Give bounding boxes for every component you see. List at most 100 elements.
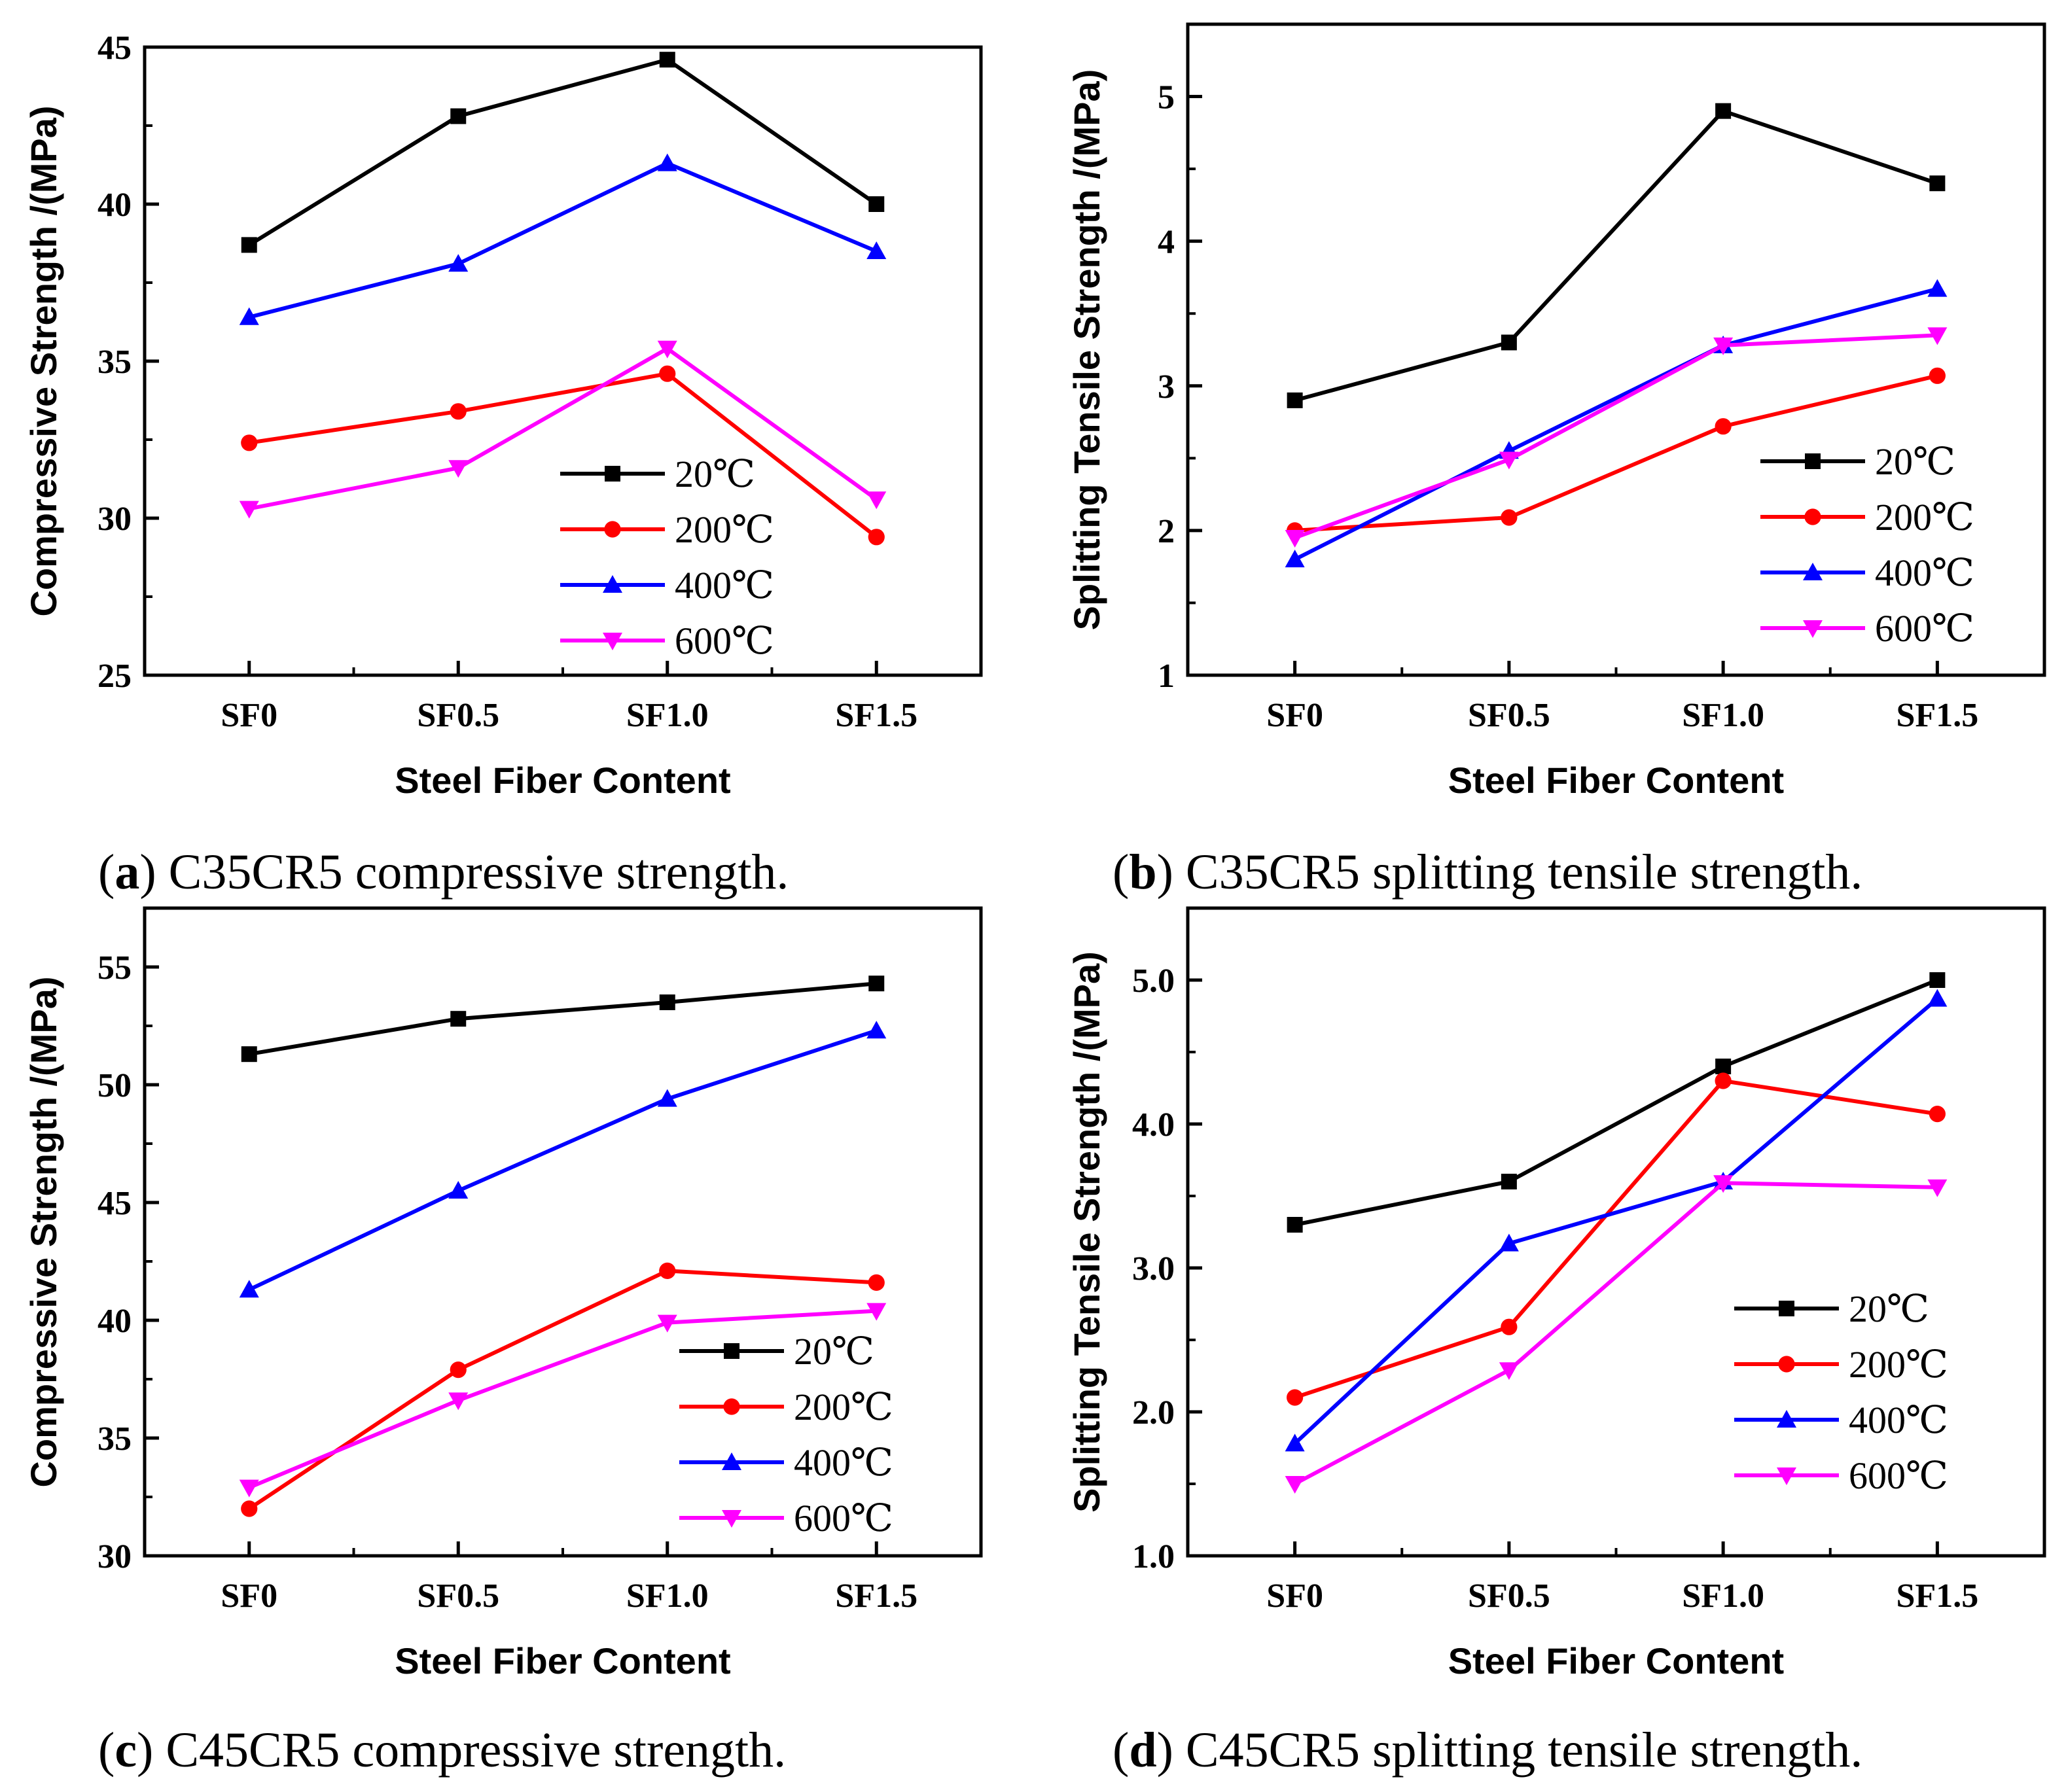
data-point (659, 365, 676, 382)
data-point (1287, 1217, 1303, 1233)
data-point (450, 1362, 467, 1379)
caption-letter: c (115, 1723, 137, 1778)
x-axis-title: Steel Fiber Content (395, 1640, 730, 1681)
legend-marker (1803, 563, 1823, 580)
x-tick-label: SF0.5 (417, 697, 499, 734)
series-line-1 (1294, 1079, 1938, 1399)
data-point (1285, 550, 1305, 568)
legend-label: 400℃ (794, 1441, 893, 1484)
legend-label: 400℃ (1849, 1399, 1948, 1441)
x-tick-label: SF1.5 (1897, 697, 1979, 734)
series-line-2 (249, 161, 878, 319)
series-line-2 (1293, 997, 1939, 1445)
data-point (1499, 1362, 1519, 1380)
data-point (1929, 1106, 1946, 1123)
series-line-2 (1294, 287, 1938, 561)
y-tick-label: 45 (98, 29, 132, 67)
y-tick-label: 50 (98, 1067, 132, 1104)
data-point (1501, 1174, 1517, 1189)
data-point (866, 1021, 887, 1039)
data-point (241, 1500, 258, 1517)
data-point (657, 1089, 677, 1107)
data-point (1287, 1389, 1304, 1406)
data-point (866, 1303, 887, 1321)
legend-label: 600℃ (794, 1497, 893, 1539)
data-point (1927, 1179, 1948, 1197)
data-point (239, 307, 259, 325)
panel-c: 30 35 40 45 50 55 SF0 SF0.5 SF1.0 SF1.5 Steel Fibe… (23, 906, 983, 1778)
data-point (241, 237, 257, 253)
legend-label: 20℃ (675, 453, 755, 495)
data-point (241, 434, 258, 451)
data-point (1287, 392, 1303, 408)
data-point (448, 460, 469, 478)
data-point (1929, 367, 1946, 384)
data-point (868, 196, 885, 212)
x-tick-label: SF1.0 (1682, 697, 1764, 734)
series-line-0 (1294, 109, 1938, 402)
legend-label: 200℃ (675, 508, 774, 551)
data-point (659, 994, 675, 1010)
data-point (866, 491, 887, 510)
x-tick-label: SF0.5 (1468, 697, 1550, 734)
legend-marker (1804, 508, 1821, 525)
x-tick-label: SF1.0 (626, 1577, 709, 1615)
plot-frame (143, 45, 983, 677)
panel-d: 1.0 2.0 3.0 4.0 5.0 SF0 SF0.5 SF1.0 SF1.5 Steel F… (1066, 906, 2046, 1778)
y-tick-label: 35 (98, 1420, 132, 1458)
legend-marker (722, 1510, 741, 1528)
data-point (868, 975, 885, 992)
y-tick-label: 45 (98, 1185, 132, 1222)
y-tick-label: 3.0 (1132, 1250, 1175, 1288)
y-tick-label: 3 (1158, 368, 1175, 406)
y-axis-title: Splitting Tensile Strength /(MPa) (1066, 951, 1107, 1513)
panel-caption: (b) C35CR5 splitting tensile strength. (1113, 845, 1862, 900)
legend-marker (723, 1398, 740, 1415)
data-point (659, 52, 675, 68)
series-line-0 (248, 58, 878, 247)
legend-marker (603, 575, 622, 593)
x-axis-title: Steel Fiber Content (1448, 760, 1784, 801)
data-point (1501, 334, 1517, 351)
x-axis-title: Steel Fiber Content (395, 760, 730, 801)
data-point (1499, 451, 1519, 470)
y-tick-label: 25 (98, 658, 132, 695)
series-line-1 (248, 1269, 877, 1511)
data-point (1927, 279, 1948, 297)
series-line-0 (1294, 978, 1938, 1227)
x-tick-label: SF0 (221, 697, 277, 734)
y-axis-title: Compressive Strength /(MPa) (23, 976, 64, 1487)
legend-marker (1779, 1301, 1794, 1316)
data-point (1285, 529, 1305, 548)
x-tick-label: SF0 (221, 1577, 277, 1615)
y-tick-label: 2.0 (1132, 1394, 1175, 1432)
y-tick-label: 5 (1158, 79, 1175, 116)
x-tick-label: SF0.5 (1468, 1577, 1550, 1615)
data-point (450, 403, 467, 420)
legend-label: 200℃ (1875, 496, 1974, 538)
data-point (1713, 337, 1734, 355)
panel-caption: (c) C45CR5 compressive strength. (98, 1723, 786, 1778)
series-line-2 (248, 1028, 878, 1291)
data-point (1929, 175, 1946, 192)
x-tick-label: SF0 (1266, 697, 1323, 734)
legend-marker (1777, 1410, 1796, 1428)
y-tick-label: 4.0 (1132, 1106, 1175, 1144)
data-point (1285, 1433, 1305, 1452)
legend-marker (603, 633, 622, 650)
y-axis-title: Splitting Tensile Strength /(MPa) (1066, 69, 1107, 631)
y-tick-label: 30 (98, 1538, 132, 1575)
y-axis-title: Compressive Strength /(MPa) (23, 105, 64, 616)
data-point (239, 1280, 259, 1298)
legend-label: 600℃ (1849, 1454, 1948, 1497)
series-line-3 (1294, 333, 1938, 540)
data-point (241, 1046, 257, 1063)
data-point (1501, 509, 1518, 526)
legend-marker (1803, 620, 1823, 638)
legend-marker (1777, 1467, 1796, 1485)
legend-label: 400℃ (675, 564, 774, 606)
y-tick-label: 30 (98, 501, 132, 538)
data-point (1501, 1318, 1518, 1335)
panel-a: 25 30 35 40 45 SF0 SF0.5 SF1.0 SF1.5 Steel Fiber … (23, 29, 983, 900)
